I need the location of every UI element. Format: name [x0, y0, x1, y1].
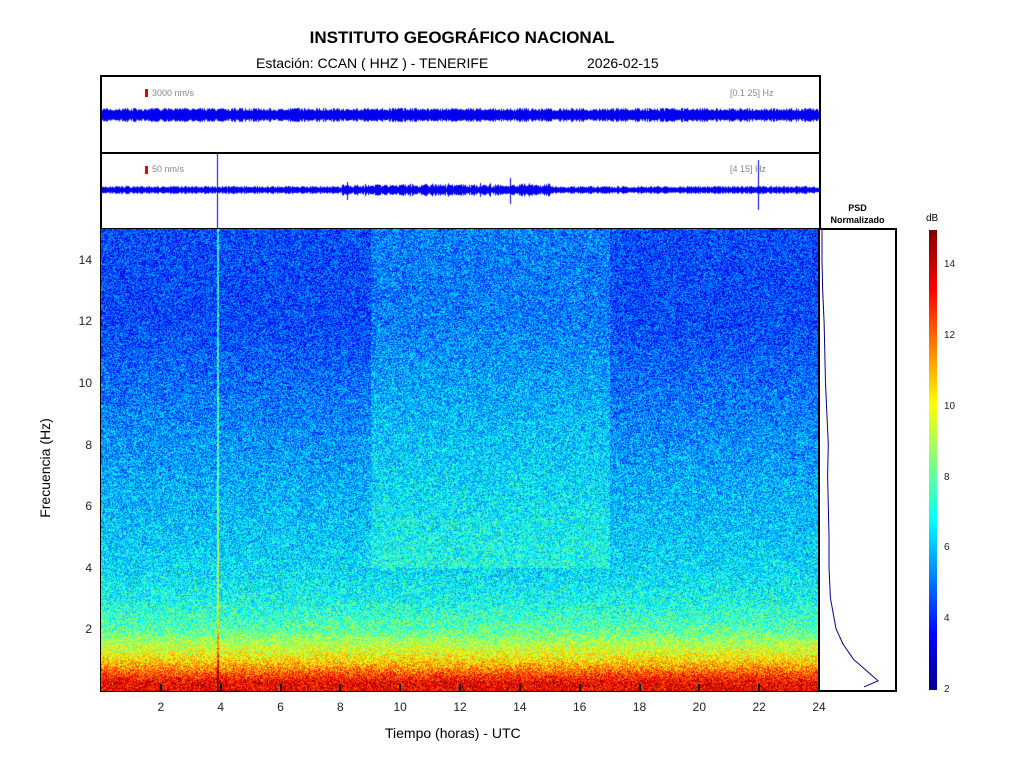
x-tick-label: 2: [151, 700, 171, 714]
colorbar-tick-label: 12: [944, 330, 955, 341]
station-label: Estación: CCAN ( HHZ ) - TENERIFE: [256, 55, 488, 71]
y-axis-label: Frecuencia (Hz): [37, 413, 53, 523]
trace-band: [4 15] Hz: [730, 164, 766, 174]
x-tick-label: 10: [390, 700, 410, 714]
colorbar-tick-label: 6: [944, 542, 950, 553]
colorbar-tick-label: 2: [944, 684, 950, 695]
x-tick: [399, 684, 401, 691]
x-tick-label: 12: [450, 700, 470, 714]
y-tick-label: 10: [70, 376, 92, 390]
x-tick: [519, 684, 521, 691]
x-tick: [639, 684, 641, 691]
date-label: 2026-02-15: [587, 55, 659, 71]
x-tick: [220, 684, 222, 691]
trace-broadband: [102, 77, 819, 151]
psd-plot: [820, 230, 895, 690]
x-tick: [758, 684, 760, 691]
x-tick-label: 24: [809, 700, 829, 714]
colorbar: [929, 230, 937, 690]
y-tick-label: 8: [70, 438, 92, 452]
x-tick: [459, 684, 461, 691]
chart-title: INSTITUTO GEOGRÁFICO NACIONAL: [0, 28, 924, 48]
x-tick-label: 22: [749, 700, 769, 714]
trace-filtered: [102, 154, 819, 228]
trace-scale: 50 nm/s: [152, 164, 184, 174]
colorbar-label: dB: [926, 213, 938, 224]
y-tick-label: 12: [70, 314, 92, 328]
x-tick: [579, 684, 581, 691]
y-tick-label: 2: [70, 622, 92, 636]
psd-curve: [822, 230, 878, 687]
x-tick: [698, 684, 700, 691]
scale-marker: [145, 166, 148, 174]
psd-title-2: Normalizado: [819, 214, 896, 226]
x-tick-label: 6: [271, 700, 291, 714]
colorbar-tick-label: 14: [944, 259, 955, 270]
x-axis-label: Tiempo (horas) - UTC: [385, 725, 521, 741]
x-tick-label: 4: [211, 700, 231, 714]
scale-marker: [145, 89, 148, 97]
y-tick-label: 14: [70, 253, 92, 267]
trace-band: [0.1 25] Hz: [730, 88, 774, 98]
x-tick: [160, 684, 162, 691]
x-tick: [339, 684, 341, 691]
trace-scale: 3000 nm/s: [152, 88, 194, 98]
y-tick-label: 6: [70, 499, 92, 513]
psd-title-1: PSD: [819, 202, 896, 214]
x-tick-label: 8: [330, 700, 350, 714]
x-tick-label: 18: [630, 700, 650, 714]
x-tick: [280, 684, 282, 691]
spectrogram-frame: [100, 228, 820, 692]
x-tick-label: 20: [689, 700, 709, 714]
colorbar-tick-label: 10: [944, 401, 955, 412]
y-tick-label: 4: [70, 561, 92, 575]
psd-title: PSD Normalizado: [819, 202, 896, 226]
x-tick-label: 14: [510, 700, 530, 714]
colorbar-tick-label: 8: [944, 472, 950, 483]
colorbar-tick-label: 4: [944, 613, 950, 624]
x-tick-label: 16: [570, 700, 590, 714]
